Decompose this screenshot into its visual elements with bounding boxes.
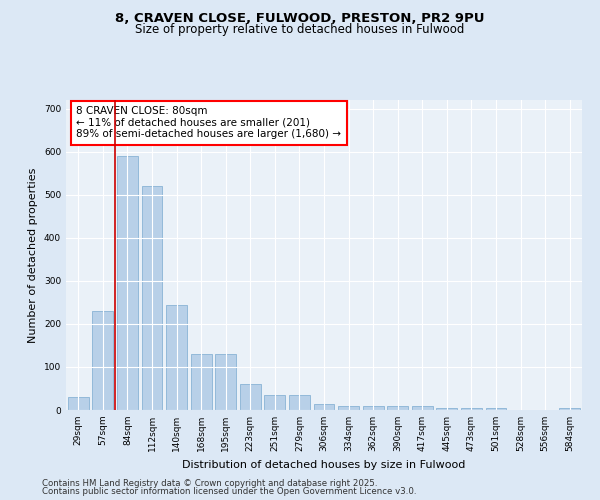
Bar <box>92 311 113 410</box>
Text: 8 CRAVEN CLOSE: 80sqm
← 11% of detached houses are smaller (201)
89% of semi-det: 8 CRAVEN CLOSE: 80sqm ← 11% of detached … <box>76 106 341 140</box>
Bar <box>412 406 433 410</box>
Bar <box>314 404 334 410</box>
Text: Size of property relative to detached houses in Fulwood: Size of property relative to detached ho… <box>136 22 464 36</box>
Bar <box>240 384 261 410</box>
Bar <box>436 408 457 410</box>
Bar <box>215 354 236 410</box>
Y-axis label: Number of detached properties: Number of detached properties <box>28 168 38 342</box>
Text: Contains HM Land Registry data © Crown copyright and database right 2025.: Contains HM Land Registry data © Crown c… <box>42 478 377 488</box>
Bar <box>461 408 482 410</box>
Bar <box>142 186 163 410</box>
Bar <box>289 395 310 410</box>
Bar <box>191 354 212 410</box>
Text: 8, CRAVEN CLOSE, FULWOOD, PRESTON, PR2 9PU: 8, CRAVEN CLOSE, FULWOOD, PRESTON, PR2 9… <box>115 12 485 26</box>
Bar <box>68 397 89 410</box>
Bar <box>338 406 359 410</box>
Bar <box>559 408 580 410</box>
Bar <box>166 304 187 410</box>
Bar <box>387 406 408 410</box>
X-axis label: Distribution of detached houses by size in Fulwood: Distribution of detached houses by size … <box>182 460 466 469</box>
Bar <box>362 406 383 410</box>
Bar <box>265 395 286 410</box>
Bar <box>117 156 138 410</box>
Text: Contains public sector information licensed under the Open Government Licence v3: Contains public sector information licen… <box>42 487 416 496</box>
Bar <box>485 408 506 410</box>
